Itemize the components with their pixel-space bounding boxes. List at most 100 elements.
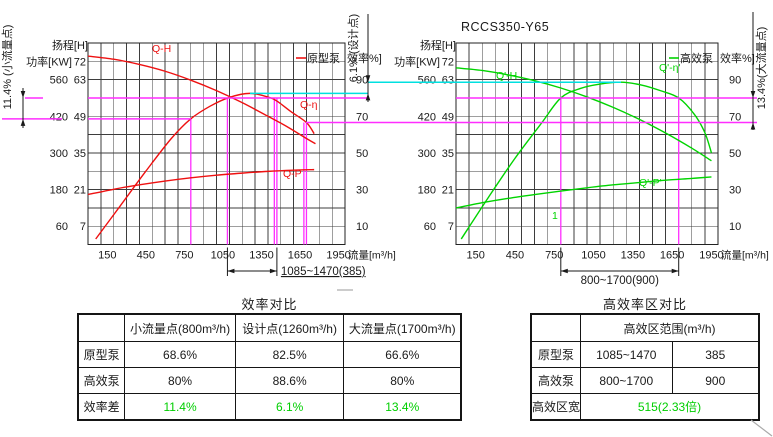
value-cell: 11.4%	[124, 393, 236, 421]
zone-bracket: 800~1700(900)	[560, 247, 680, 287]
power-tick-label: 560	[418, 75, 436, 87]
head-tick-label: 21	[442, 185, 454, 197]
eff-tick-label: 10	[729, 221, 741, 233]
row-header-cell: 高效泵	[77, 367, 126, 394]
eff-diff-dimension: 11.4% (小流量点)	[0, 25, 26, 128]
value-cell: 13.4%	[343, 393, 462, 421]
eff-tick-label: 90	[729, 75, 741, 87]
eff-tick-label: 50	[356, 148, 368, 160]
curve-label: Q-P	[283, 168, 302, 180]
dim-arrow	[671, 268, 679, 274]
chart-title: RCCS350-Y65	[461, 20, 549, 34]
eff-diff-dimension: 6.1% (设计点)	[347, 14, 371, 102]
head-tick-label: 72	[442, 56, 454, 68]
power-tick-label: 420	[50, 111, 68, 123]
table-row: 高效泵 800~1700 900	[530, 367, 760, 394]
head-tick-label: 49	[442, 111, 454, 123]
curve-label: Q'-P'	[639, 177, 662, 189]
original-pump-chart: 扬程[H] 功率[KW] 72 63 49 35 21 7 560 420 300 180 60 90 70…	[26, 38, 396, 278]
power-axis-label: 功率[KW]	[394, 54, 440, 68]
corner-diagonal-mark	[750, 419, 773, 437]
dim-arrow	[750, 122, 756, 130]
head-tick-label: 35	[74, 148, 86, 160]
head-axis-label: 扬程[H]	[420, 38, 456, 52]
value-cell: 82.5%	[234, 341, 345, 368]
zone-table-title: 高效率区对比	[602, 297, 687, 312]
value-cell: 80%	[343, 367, 462, 394]
eff-axis-label: 效率%]	[347, 51, 382, 65]
power-tick-label: 180	[418, 185, 436, 197]
curve-label: Q-H	[152, 43, 171, 55]
flow-tick-label: 1350	[621, 250, 645, 262]
efficiency-table-body: 小流量点(800m³/h) 设计点(1260m³/h) 大流量点(1700m³/h)…	[77, 313, 462, 421]
Q'-η'-curve	[460, 81, 713, 240]
value-cell: 80%	[124, 367, 236, 394]
power-axis-label: 功率[KW]	[26, 54, 72, 68]
plot-border	[87, 42, 346, 246]
flow-tick-label: 1350	[249, 250, 273, 262]
power-tick-label: 60	[56, 221, 68, 233]
eff-tick-label: 30	[729, 185, 741, 197]
flow-axis-label: 流量[m³/h]	[721, 249, 769, 262]
table-row: 高效泵 80% 88.6% 80%	[77, 367, 462, 394]
eff-tick-label: 90	[356, 75, 368, 87]
flow-tick-label: 750	[175, 250, 193, 262]
power-tick-label: 60	[424, 221, 436, 233]
dim-arrow	[750, 90, 756, 98]
table-row: 效率差 11.4% 6.1% 13.4%	[77, 393, 462, 421]
power-tick-label: 560	[50, 75, 68, 87]
head-tick-label: 7	[80, 221, 86, 233]
head-tick-label: 72	[74, 56, 86, 68]
eff-tick-label: 10	[356, 221, 368, 233]
flow-tick-label: 750	[545, 250, 563, 262]
table-header-row: 小流量点(800m³/h) 设计点(1260m³/h) 大流量点(1700m³/h)	[77, 313, 462, 342]
high-efficiency-pump-chart: 扬程[H] 功率[KW] 72 63 49 35 21 7 560 420 300 180 60 90 70…	[394, 20, 769, 287]
value-cell: 515(2.33倍)	[580, 393, 760, 421]
head-axis-label: 扬程[H]	[52, 38, 88, 52]
curve-label: 1	[552, 210, 558, 222]
row-header-cell: 原型泵	[77, 341, 126, 368]
dim-arrow	[560, 268, 568, 274]
column-header-cell: 大流量点(1700m³/h)	[343, 313, 462, 342]
zone-bracket: 1085~1470(385)	[226, 247, 366, 278]
eff-tick-label: 70	[729, 111, 741, 123]
dim-arrow	[20, 118, 26, 126]
flow-tick-label: 1050	[211, 250, 235, 262]
value-cell: 66.6%	[343, 341, 462, 368]
value-cell: 88.6%	[234, 367, 345, 394]
flow-tick-label: 450	[506, 250, 524, 262]
head-tick-label: 63	[442, 75, 454, 87]
head-tick-label: 21	[74, 185, 86, 197]
head-tick-label: 35	[442, 148, 454, 160]
flow-tick-label: 1650	[288, 250, 312, 262]
column-header-cell: 高效区范围(m³/h)	[580, 313, 760, 342]
efficiency-comparison-table: 效率对比 小流量点(800m³/h) 设计点(1260m³/h) 大流量点(1700…	[77, 296, 462, 421]
column-header-cell	[530, 313, 582, 342]
power-tick-label: 300	[50, 148, 68, 160]
table-header-row: 高效区范围(m³/h)	[530, 313, 760, 342]
Q'-H-curve	[455, 67, 712, 162]
value-cell: 900	[671, 367, 760, 394]
power-tick-label: 180	[50, 185, 68, 197]
eff-diff-label: 11.4% (小流量点)	[0, 25, 14, 110]
table-row: 原型泵 68.6% 82.5% 66.6%	[77, 341, 462, 368]
comparison-overlays: 11.4% (小流量点) 6.1% (设计点) 13.4%(大流量点)	[0, 12, 768, 130]
flow-tick-label: 150	[98, 250, 116, 262]
Q-η-curve	[95, 92, 315, 240]
Q'-P'-curve	[455, 176, 712, 209]
legend-label: 高效泵	[680, 51, 713, 65]
table-row: 高效区宽 515(2.33倍)	[530, 393, 760, 421]
flow-tick-label: 1650	[660, 250, 684, 262]
curve-label: Q'-η'	[659, 62, 681, 74]
value-cell: 800~1700	[580, 367, 673, 394]
dim-arrow	[20, 90, 26, 98]
head-tick-label: 7	[448, 221, 454, 233]
legend-label: 原型泵	[307, 51, 340, 65]
head-tick-label: 49	[74, 111, 86, 123]
efficiency-table: 小流量点(800m³/h) 设计点(1260m³/h) 大流量点(1700m³/h)…	[77, 313, 462, 421]
dim-arrow	[365, 75, 371, 83]
dim-arrow	[269, 268, 277, 274]
flow-tick-label: 450	[137, 250, 155, 262]
zone-range-label: 800~1700(900)	[581, 275, 660, 287]
Q-P-curve	[87, 168, 315, 196]
